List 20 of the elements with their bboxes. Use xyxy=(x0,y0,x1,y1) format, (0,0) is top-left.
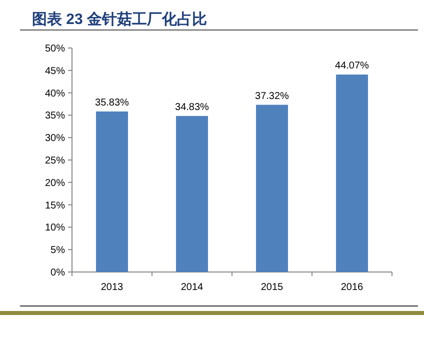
data-label: 44.07% xyxy=(335,60,370,72)
y-tick-label: 45% xyxy=(44,66,66,77)
y-tick-label: 10% xyxy=(44,222,66,234)
x-tick-label: 2014 xyxy=(180,282,204,293)
y-tick-label: 20% xyxy=(44,178,66,189)
data-label: 37.32% xyxy=(255,90,290,102)
y-tick-label: 0% xyxy=(50,268,66,278)
y-tick-label: 50% xyxy=(44,44,66,54)
x-tick-label: 2016 xyxy=(340,282,364,293)
data-label: 34.83% xyxy=(175,102,210,113)
x-tick-label: 2015 xyxy=(260,282,284,293)
data-label: 35.83% xyxy=(95,97,130,108)
y-tick-label: 5% xyxy=(50,245,66,256)
y-tick-label: 40% xyxy=(44,88,66,100)
y-tick-label: 25% xyxy=(44,156,66,166)
title: 图表 23 金针菇工厂化占比 xyxy=(32,11,208,28)
y-tick-label: 30% xyxy=(44,133,66,144)
y-tick-label: 15% xyxy=(44,200,66,212)
y-tick-label: 35% xyxy=(44,110,66,122)
x-tick-label: 2013 xyxy=(100,282,124,293)
